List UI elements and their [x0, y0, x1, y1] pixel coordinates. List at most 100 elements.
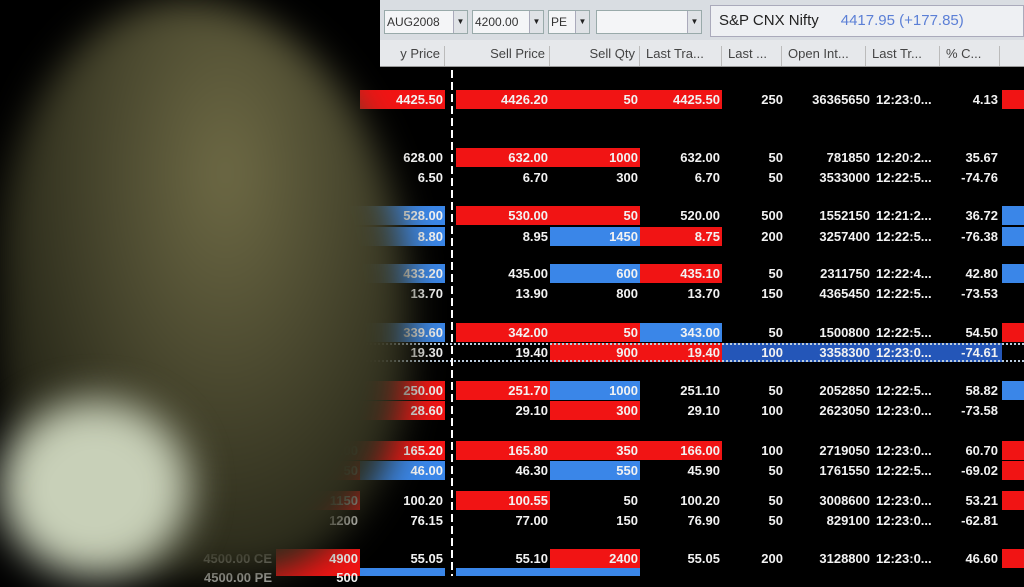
cell-sqty: 1000: [550, 381, 640, 400]
cell-sqty: 2400: [550, 549, 640, 568]
col-last-qty[interactable]: Last ...: [722, 46, 782, 66]
cell-sprice: 8.95: [522, 229, 548, 244]
cell-oi: 36365650: [812, 92, 870, 107]
cell-time: 12:21:2...: [876, 208, 932, 223]
blank-dropdown[interactable]: ▼: [596, 10, 702, 34]
cell-ltp: 251.10: [680, 383, 720, 398]
cell-strip: [1002, 206, 1024, 225]
cell-bprice: 76.15: [410, 513, 443, 528]
cell-strip: [1002, 381, 1024, 400]
option-type-value: PE: [551, 15, 568, 29]
cell-lqty: 50: [768, 463, 783, 478]
cell-pct: 46.60: [965, 551, 998, 566]
selected-row-highlight: [722, 343, 1002, 362]
cell-strip: [1002, 227, 1024, 246]
col-open-interest[interactable]: Open Int...: [782, 46, 866, 66]
cell-lqty: 50: [768, 493, 783, 508]
cell-sprice: 29.10: [515, 403, 548, 418]
cell-pct: -76.38: [961, 229, 998, 244]
cell-sqty: 600: [550, 264, 640, 283]
cell-oi: 781850: [826, 150, 870, 165]
cell-ltp: [640, 568, 722, 576]
cell-oi: 3257400: [819, 229, 870, 244]
cell-oi: 1500800: [819, 325, 870, 340]
cell-time: 12:22:5...: [876, 170, 932, 185]
cell-ltp: 100.20: [680, 493, 720, 508]
col-sell-price[interactable]: Sell Price: [452, 46, 550, 66]
cell-time: 12:23:0...: [876, 92, 932, 107]
cell-pct: 42.80: [965, 266, 998, 281]
cell-lqty: 50: [768, 170, 783, 185]
cell-sprice: 530.00: [456, 206, 550, 225]
option-type-dropdown[interactable]: PE ▼: [548, 10, 590, 34]
cell-sqty: 1000: [550, 148, 640, 167]
cell-sprice: 4426.20: [456, 90, 550, 109]
cell-sqty: 50: [550, 206, 640, 225]
cell-sqty: 1450: [550, 227, 640, 246]
cell-pct: 53.21: [965, 493, 998, 508]
cell-sprice: 77.00: [515, 513, 548, 528]
cell-lqty: 150: [761, 286, 783, 301]
cell-ltp: 45.90: [687, 463, 720, 478]
cell-time: 12:22:5...: [876, 325, 932, 340]
cell-strip: [1002, 90, 1024, 109]
expiry-dropdown[interactable]: AUG2008 ▼: [384, 10, 468, 34]
cell-bprice: 100.20: [403, 493, 443, 508]
cell-sprice: 435.00: [508, 266, 548, 281]
cell-lqty: 500: [761, 208, 783, 223]
cell-lqty: 50: [768, 513, 783, 528]
cell-time: 12:22:5...: [876, 229, 932, 244]
col-last-trade-time[interactable]: Last Tr...: [866, 46, 940, 66]
cell-bprice: [360, 568, 445, 576]
cell-time: 12:22:5...: [876, 286, 932, 301]
cell-sqty: 300: [550, 401, 640, 420]
cell-sqty: 150: [616, 513, 638, 528]
cell-sprice: 165.80: [456, 441, 550, 460]
cell-pct: -73.58: [961, 403, 998, 418]
expiry-value: AUG2008: [387, 15, 440, 29]
cell-time: 12:23:0...: [876, 443, 932, 458]
cell-oi: 2052850: [819, 383, 870, 398]
cell-oi: 3128800: [819, 551, 870, 566]
cell-oi: 1552150: [819, 208, 870, 223]
cell-strip: [1002, 461, 1024, 480]
cell-sprice: [456, 568, 550, 576]
cell-bprice: 628.00: [403, 150, 443, 165]
cell-oi: 3358300: [819, 345, 870, 360]
cell-pct: [944, 568, 1000, 576]
cell-pct: 58.82: [965, 383, 998, 398]
cell-pct: -73.53: [961, 286, 998, 301]
cell-ltp: 632.00: [680, 150, 720, 165]
cell-ltp: 435.10: [640, 264, 722, 283]
cell-lqty: 250: [761, 92, 783, 107]
cell-lqty: 200: [761, 229, 783, 244]
cell-sqty: 50: [550, 90, 640, 109]
cell-lqty: 100: [761, 403, 783, 418]
cell-pct: 54.50: [965, 325, 998, 340]
cell-strip: [1002, 264, 1024, 283]
col-sell-qty[interactable]: Sell Qty: [550, 46, 640, 66]
cell-bprice: 4425.50: [360, 90, 445, 109]
cell-oi: [785, 568, 872, 576]
selected-row-outline: [270, 343, 1024, 362]
cell-ltp: 29.10: [687, 403, 720, 418]
cell-sqty: 350: [550, 441, 640, 460]
cell-sprice: 55.10: [515, 551, 548, 566]
cell-ltp: 520.00: [680, 208, 720, 223]
cell-sprice: 632.00: [456, 148, 550, 167]
cell-time: 12:23:0...: [876, 493, 932, 508]
cell-ltp: 6.70: [694, 170, 720, 185]
cell-time: 12:22:5...: [876, 383, 932, 398]
col-pct-change[interactable]: % C...: [940, 46, 1000, 66]
col-buy-price[interactable]: y Price: [380, 46, 445, 66]
cell-sprice: 342.00: [456, 323, 550, 342]
cell-oi: 2311750: [820, 266, 870, 281]
strike-dropdown[interactable]: 4200.00 ▼: [472, 10, 544, 34]
cell-sprice: 13.90: [515, 286, 548, 301]
cell-strip: [1002, 549, 1024, 568]
col-last-traded[interactable]: Last Tra...: [640, 46, 722, 66]
cell-sprice: 6.70: [522, 170, 548, 185]
cell-sqty: 50: [550, 323, 640, 342]
index-ticker: S&P CNX Nifty 4417.95 (+177.85): [710, 5, 1024, 37]
cell-sqty: 50: [623, 493, 638, 508]
